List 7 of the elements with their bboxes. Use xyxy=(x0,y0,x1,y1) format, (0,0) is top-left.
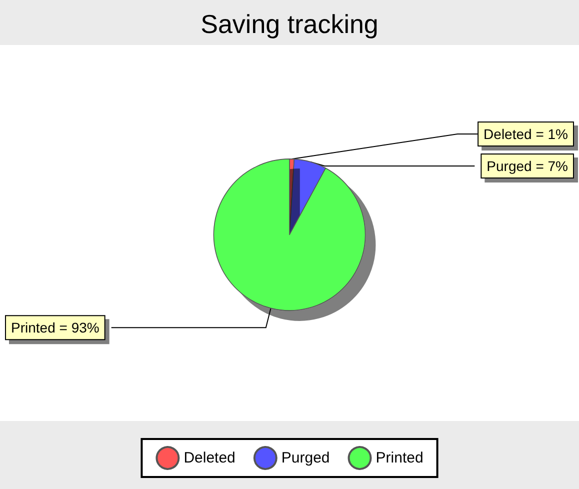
legend-label: Printed xyxy=(376,450,424,466)
data-label: Printed = 93% xyxy=(11,320,100,336)
data-label: Deleted = 1% xyxy=(484,126,568,142)
legend-label: Deleted xyxy=(184,450,236,466)
legend-label: Purged xyxy=(281,450,330,466)
chart-title: Saving tracking xyxy=(200,9,378,39)
data-label: Purged = 7% xyxy=(486,158,568,174)
